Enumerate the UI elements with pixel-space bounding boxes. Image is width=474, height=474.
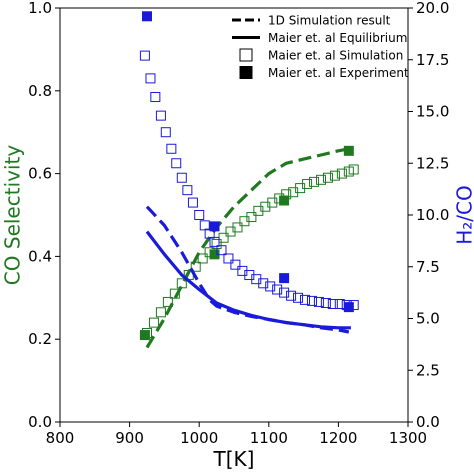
data-point-open (194, 210, 205, 220)
data-point-open (265, 281, 276, 292)
data-point-open (316, 174, 326, 185)
data-point-open (145, 73, 156, 84)
data-point-open (160, 127, 171, 138)
data-point-open (155, 307, 166, 318)
x-tick-label: 1300 (389, 429, 427, 447)
y-right-tick-label: 5.0 (416, 310, 440, 328)
data-point-open (216, 245, 227, 256)
data-point-open (279, 287, 290, 298)
data-point-open (302, 178, 313, 189)
data-point-filled (343, 145, 354, 156)
data-point-filled (209, 221, 220, 232)
y-right-tick-label: 2.5 (416, 361, 440, 379)
legend-label: 1D Simulation result (268, 14, 391, 28)
data-point-open (190, 261, 201, 272)
x-tick-label: 900 (115, 429, 144, 447)
data-point-open (322, 172, 333, 183)
data-point-open (182, 185, 193, 196)
series-3-dashed-line (145, 205, 350, 334)
data-point-open (150, 92, 161, 103)
legend-swatch (239, 66, 253, 79)
legend-item: Maier et. al Simulation (239, 48, 403, 63)
x-axis-label: T[K] (213, 447, 255, 471)
y-left-tick-label: 0.2 (28, 330, 52, 348)
data-point-open (230, 259, 241, 270)
x-tick-label: 1000 (180, 429, 218, 447)
y-axis-label-left: CO Selectivity (1, 145, 25, 286)
data-point-open (199, 220, 210, 231)
y-left-tick-label: 0.8 (28, 82, 52, 100)
y-left-tick-label: 0.4 (28, 247, 52, 265)
data-point-open (223, 253, 234, 264)
data-point-open (309, 176, 320, 187)
data-point-open (166, 143, 177, 154)
data-point-open (306, 295, 317, 306)
y-right-tick-label: 15.0 (416, 103, 449, 121)
data-point-open (320, 297, 331, 308)
data-point-open (258, 278, 269, 289)
data-point-open (313, 296, 324, 307)
series-2-filled-square (139, 145, 354, 341)
y-right-tick-label: 10.0 (416, 206, 449, 224)
axes: 800 900 1000 1100 1200 13000.00.20.40.60.81.0… (28, 0, 449, 447)
data-point-open (155, 110, 166, 121)
y-right-tick-label: 7.5 (416, 258, 440, 276)
data-point-open (139, 50, 150, 61)
y-left-tick-label: 0.6 (28, 165, 52, 183)
data-point-filled (139, 330, 150, 341)
data-point-open (218, 232, 229, 243)
series-line (145, 147, 350, 349)
data-point-open (286, 290, 297, 301)
data-point-open (293, 292, 304, 303)
y-axis-label-right: H₂/CO (453, 185, 474, 245)
legend-swatch (239, 48, 253, 62)
data-point-open (169, 288, 180, 299)
plot-content (139, 11, 359, 349)
data-point-open (299, 294, 310, 305)
legend-label: Maier et. al Simulation (268, 49, 403, 63)
data-point-open (176, 278, 187, 289)
legend-item: Maier et. al Equilibrium (232, 31, 407, 45)
data-point-open (171, 158, 182, 169)
data-point-open (197, 253, 208, 264)
series-line (145, 230, 351, 330)
x-tick-label: 800 (46, 429, 75, 447)
data-point-open (162, 296, 173, 307)
data-point-open (327, 299, 338, 310)
y-left-tick-label: 1.0 (28, 0, 52, 17)
y-right-tick-label: 12.5 (416, 154, 449, 172)
legend-item: Maier et. al Experiment (239, 66, 409, 80)
data-point-filled (279, 195, 290, 206)
series-5-open-square (139, 50, 359, 311)
series-0-dashed-line (145, 147, 350, 349)
series-1-open-square (142, 164, 359, 338)
data-point-open (232, 222, 243, 233)
data-point-open (246, 212, 257, 223)
data-point-filled (279, 273, 290, 284)
legend-label: Maier et. al Experiment (268, 66, 409, 80)
legend: 1D Simulation result Maier et. al Equilib… (232, 14, 409, 80)
data-point-open (348, 164, 359, 175)
data-point-open (329, 170, 340, 181)
data-point-open (176, 172, 187, 183)
data-point-open (148, 317, 159, 328)
legend-item: 1D Simulation result (232, 14, 391, 28)
data-point-filled (142, 11, 152, 22)
data-point-open (336, 168, 347, 179)
data-point-filled (343, 302, 354, 313)
series-4-solid-line (145, 230, 351, 330)
legend-label: Maier et. al Equilibrium (268, 31, 407, 45)
y-right-tick-label: 0.0 (416, 413, 440, 431)
x-tick-label: 1100 (250, 429, 288, 447)
x-tick-label: 1200 (319, 429, 357, 447)
data-point-open (272, 284, 283, 295)
y-right-tick-label: 20.0 (416, 0, 449, 17)
y-right-tick-label: 17.5 (416, 51, 449, 69)
series-6-filled-square (142, 11, 354, 313)
data-point-open (187, 197, 198, 208)
data-point-open (209, 236, 220, 247)
y-left-tick-label: 0.0 (28, 413, 52, 431)
series-line (145, 205, 350, 334)
